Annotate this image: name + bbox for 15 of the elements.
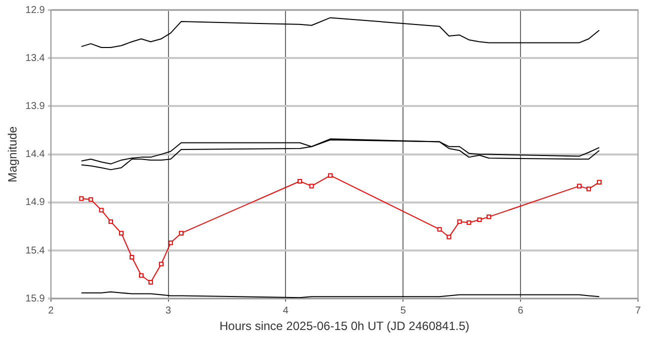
- y-axis-title: Magnitude: [6, 126, 20, 182]
- x-tick-label: 3: [166, 305, 172, 316]
- x-axis-title: Hours since 2025-06-15 0h UT (JD 2460841.5): [219, 319, 470, 334]
- x-tick-label: 6: [518, 305, 524, 316]
- x-tick-label: 7: [635, 305, 642, 316]
- x-tick-label: 4: [282, 305, 289, 316]
- y-tick-label: 13.4: [25, 52, 46, 64]
- y-tick-label: 14.4: [25, 149, 46, 160]
- y-tick-label: 13.9: [25, 100, 46, 112]
- x-tick-label: 5: [400, 305, 406, 316]
- y-tick-label: 15.4: [25, 245, 46, 256]
- y-tick-label: 14.9: [25, 197, 46, 208]
- y-tick-label: 12.9: [25, 4, 46, 16]
- y-tick-label: 15.9: [25, 293, 46, 304]
- x-tick-label: 2: [48, 305, 54, 316]
